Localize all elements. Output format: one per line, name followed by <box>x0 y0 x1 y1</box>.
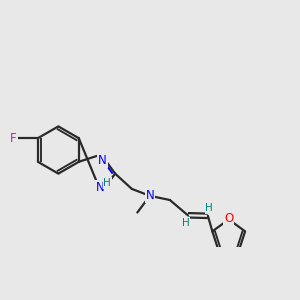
Text: H: H <box>182 218 190 228</box>
Text: N: N <box>98 154 107 167</box>
Text: H: H <box>103 178 111 188</box>
Text: H: H <box>206 203 213 213</box>
Text: N: N <box>146 189 154 202</box>
Text: N: N <box>96 181 105 194</box>
Text: F: F <box>10 132 17 145</box>
Text: O: O <box>224 212 233 225</box>
